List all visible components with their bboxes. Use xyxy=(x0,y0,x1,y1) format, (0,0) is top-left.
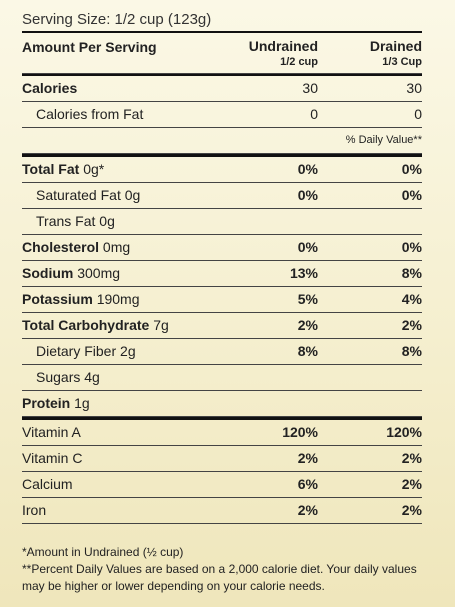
protein-name: Protein xyxy=(22,395,71,411)
nutrient-list: Total Fat 0g* 0% 0% Saturated Fat 0g 0% 0% Tra… xyxy=(22,154,422,417)
total-fat-name: Total Fat xyxy=(22,161,80,177)
vitamin-c-drained-dv: 2% xyxy=(401,450,422,466)
total-carbohydrate-drained-dv: 2% xyxy=(401,317,422,333)
potassium-undrained-dv: 5% xyxy=(297,291,318,307)
daily-value-header-row: % Daily Value** xyxy=(22,128,422,154)
daily-value-footnote: **Percent Daily Values are based on a 2,… xyxy=(22,562,417,593)
trans-fat-amount: 0g xyxy=(99,213,115,229)
total-carbohydrate-undrained-dv: 2% xyxy=(297,317,318,333)
trans-fat-name: Trans Fat xyxy=(36,213,96,229)
drained-title: Drained xyxy=(369,38,422,54)
cholesterol-label: Cholesterol 0mg xyxy=(22,235,130,260)
sodium-name: Sodium xyxy=(22,265,74,281)
calories-drained: 30 xyxy=(406,80,422,96)
total-carbohydrate-label: Total Carbohydrate 7g xyxy=(22,313,169,338)
calories-label: Calories xyxy=(22,80,78,96)
dietary-fiber-drained-dv: 8% xyxy=(401,343,422,359)
nutrition-facts-panel: Serving Size: 1/2 cup (123g) Amount Per … xyxy=(22,8,422,524)
dietary-fiber-row: Dietary Fiber 2g 8% 8% xyxy=(22,339,422,365)
iron-label: Iron xyxy=(22,502,47,518)
cholesterol-undrained-dv: 0% xyxy=(297,239,318,255)
total-fat-undrained-dv: 0% xyxy=(297,161,318,177)
dietary-fiber-amount: 2g xyxy=(120,343,136,359)
dietary-fiber-name: Dietary Fiber xyxy=(36,343,117,359)
calcium-drained-dv: 2% xyxy=(401,476,422,492)
potassium-row: Potassium 190mg 5% 4% xyxy=(22,287,422,313)
undrained-column-header: Undrained 1/2 cup xyxy=(249,38,318,70)
vitamin-a-label: Vitamin A xyxy=(22,424,81,440)
footnotes: *Amount in Undrained (½ cup) **Percent D… xyxy=(22,544,432,595)
saturated-fat-label: Saturated Fat 0g xyxy=(36,183,140,208)
calories-from-fat-label: Calories from Fat xyxy=(36,106,144,122)
serving-size: Serving Size: 1/2 cup (123g) xyxy=(22,11,212,28)
amount-footnote: *Amount in Undrained (½ cup) xyxy=(22,545,184,559)
vitamin-c-label: Vitamin C xyxy=(22,450,83,466)
undrained-subtitle: 1/2 cup xyxy=(280,56,318,68)
calcium-row: Calcium 6% 2% xyxy=(22,472,422,498)
iron-drained-dv: 2% xyxy=(401,502,422,518)
calcium-undrained-dv: 6% xyxy=(297,476,318,492)
saturated-fat-row: Saturated Fat 0g 0% 0% xyxy=(22,183,422,209)
potassium-drained-dv: 4% xyxy=(401,291,422,307)
protein-row: Protein 1g xyxy=(22,391,422,417)
potassium-name: Potassium xyxy=(22,291,93,307)
dietary-fiber-undrained-dv: 8% xyxy=(297,343,318,359)
trans-fat-row: Trans Fat 0g xyxy=(22,209,422,235)
iron-undrained-dv: 2% xyxy=(297,502,318,518)
calories-from-fat-drained: 0 xyxy=(414,106,422,122)
vitamin-a-drained-dv: 120% xyxy=(386,424,422,440)
sugars-label: Sugars 4g xyxy=(36,365,100,390)
potassium-amount: 190mg xyxy=(96,291,140,307)
sodium-drained-dv: 8% xyxy=(401,265,422,281)
total-fat-drained-dv: 0% xyxy=(401,161,422,177)
undrained-title: Undrained xyxy=(248,38,318,54)
cholesterol-row: Cholesterol 0mg 0% 0% xyxy=(22,235,422,261)
cholesterol-name: Cholesterol xyxy=(22,239,100,255)
total-carbohydrate-row: Total Carbohydrate 7g 2% 2% xyxy=(22,313,422,339)
cholesterol-drained-dv: 0% xyxy=(401,239,422,255)
total-carbohydrate-name: Total Carbohydrate xyxy=(22,317,150,333)
sodium-undrained-dv: 13% xyxy=(289,265,318,281)
saturated-fat-name: Saturated Fat xyxy=(36,187,121,203)
protein-label: Protein 1g xyxy=(22,391,90,416)
calories-from-fat-undrained: 0 xyxy=(310,106,318,122)
sodium-amount: 300mg xyxy=(77,265,121,281)
vitamin-c-row: Vitamin C 2% 2% xyxy=(22,446,422,472)
potassium-label: Potassium 190mg xyxy=(22,287,140,312)
total-fat-label: Total Fat 0g* xyxy=(22,157,104,182)
vitamin-list: Vitamin A 120% 120% Vitamin C 2% 2% Calcium 6% 2… xyxy=(22,417,422,524)
calories-row: Calories 30 30 xyxy=(22,74,422,102)
iron-row: Iron 2% 2% xyxy=(22,498,422,524)
cholesterol-amount: 0mg xyxy=(102,239,131,255)
column-header-row: Amount Per Serving Undrained 1/2 cup Dra… xyxy=(22,31,422,74)
total-carbohydrate-amount: 7g xyxy=(153,317,169,333)
saturated-fat-amount: 0g xyxy=(124,187,141,203)
sugars-row: Sugars 4g xyxy=(22,365,422,391)
vitamin-a-row: Vitamin A 120% 120% xyxy=(22,420,422,446)
trans-fat-label: Trans Fat 0g xyxy=(36,209,115,234)
dietary-fiber-label: Dietary Fiber 2g xyxy=(36,339,136,364)
sugars-name: Sugars xyxy=(36,369,81,385)
calories-from-fat-row: Calories from Fat 0 0 xyxy=(22,102,422,128)
sugars-amount: 4g xyxy=(84,369,100,385)
sodium-row: Sodium 300mg 13% 8% xyxy=(22,261,422,287)
calories-undrained: 30 xyxy=(302,80,318,96)
drained-column-header: Drained 1/3 Cup xyxy=(370,38,422,70)
vitamin-a-undrained-dv: 120% xyxy=(282,424,318,440)
total-fat-amount: 0g* xyxy=(83,161,105,177)
drained-subtitle: 1/3 Cup xyxy=(382,56,422,68)
protein-amount: 1g xyxy=(74,395,90,411)
sodium-label: Sodium 300mg xyxy=(22,261,120,286)
amount-per-serving-label: Amount Per Serving xyxy=(22,39,157,55)
saturated-fat-undrained-dv: 0% xyxy=(297,187,318,203)
total-fat-row: Total Fat 0g* 0% 0% xyxy=(22,157,422,183)
calcium-label: Calcium xyxy=(22,476,73,492)
daily-value-label: % Daily Value** xyxy=(345,134,422,146)
saturated-fat-drained-dv: 0% xyxy=(401,187,422,203)
vitamin-c-undrained-dv: 2% xyxy=(297,450,318,466)
